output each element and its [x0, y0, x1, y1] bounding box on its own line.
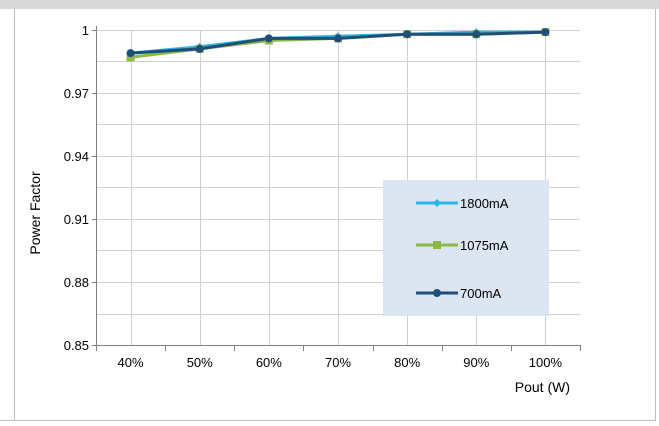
x-tick-label: 40%: [118, 355, 144, 370]
legend-box: [383, 180, 549, 316]
top-band: [0, 0, 659, 9]
legend-marker-700mA: [433, 289, 441, 297]
axes: 0.85 0.88 0.91 0.94 0.97 1 40% 50% 60% 70% 80% 90% 1…: [64, 23, 581, 370]
data-point-700mA: [126, 49, 135, 58]
legend-label: 1800mA: [460, 196, 509, 211]
y-tick-label: 0.85: [64, 338, 89, 353]
x-tick-label: 80%: [394, 355, 420, 370]
y-tick-label: 0.97: [64, 86, 89, 101]
y-axis-title: Power Factor: [27, 171, 43, 255]
data-point-700mA: [264, 34, 273, 43]
legend-marker-1075mA: [433, 241, 441, 249]
series: [126, 28, 550, 62]
x-tick-label: 100%: [529, 355, 563, 370]
y-tick-label: 0.91: [64, 212, 89, 227]
legend: 1800mA 1075mA 700mA: [383, 180, 549, 316]
legend-marker-1800mA: [433, 199, 441, 207]
data-point-700mA: [334, 34, 342, 43]
data-point-1075mA: [126, 53, 135, 62]
data-point-700mA: [472, 30, 481, 39]
y-tick-label: 0.88: [64, 275, 89, 290]
x-axis-title: Pout (W): [515, 379, 570, 395]
data-point-700mA: [403, 30, 412, 39]
y-tick-label: 0.94: [64, 149, 89, 164]
y-tick-label: 1: [82, 23, 89, 38]
x-tick-label: 50%: [187, 355, 213, 370]
data-point-700mA: [541, 28, 550, 37]
x-tick-label: 60%: [256, 355, 282, 370]
x-tick-label: 70%: [325, 355, 351, 370]
legend-label: 700mA: [460, 286, 502, 301]
data-point-700mA: [195, 44, 204, 53]
legend-label: 1075mA: [460, 238, 509, 253]
x-tick-label: 90%: [463, 355, 489, 370]
